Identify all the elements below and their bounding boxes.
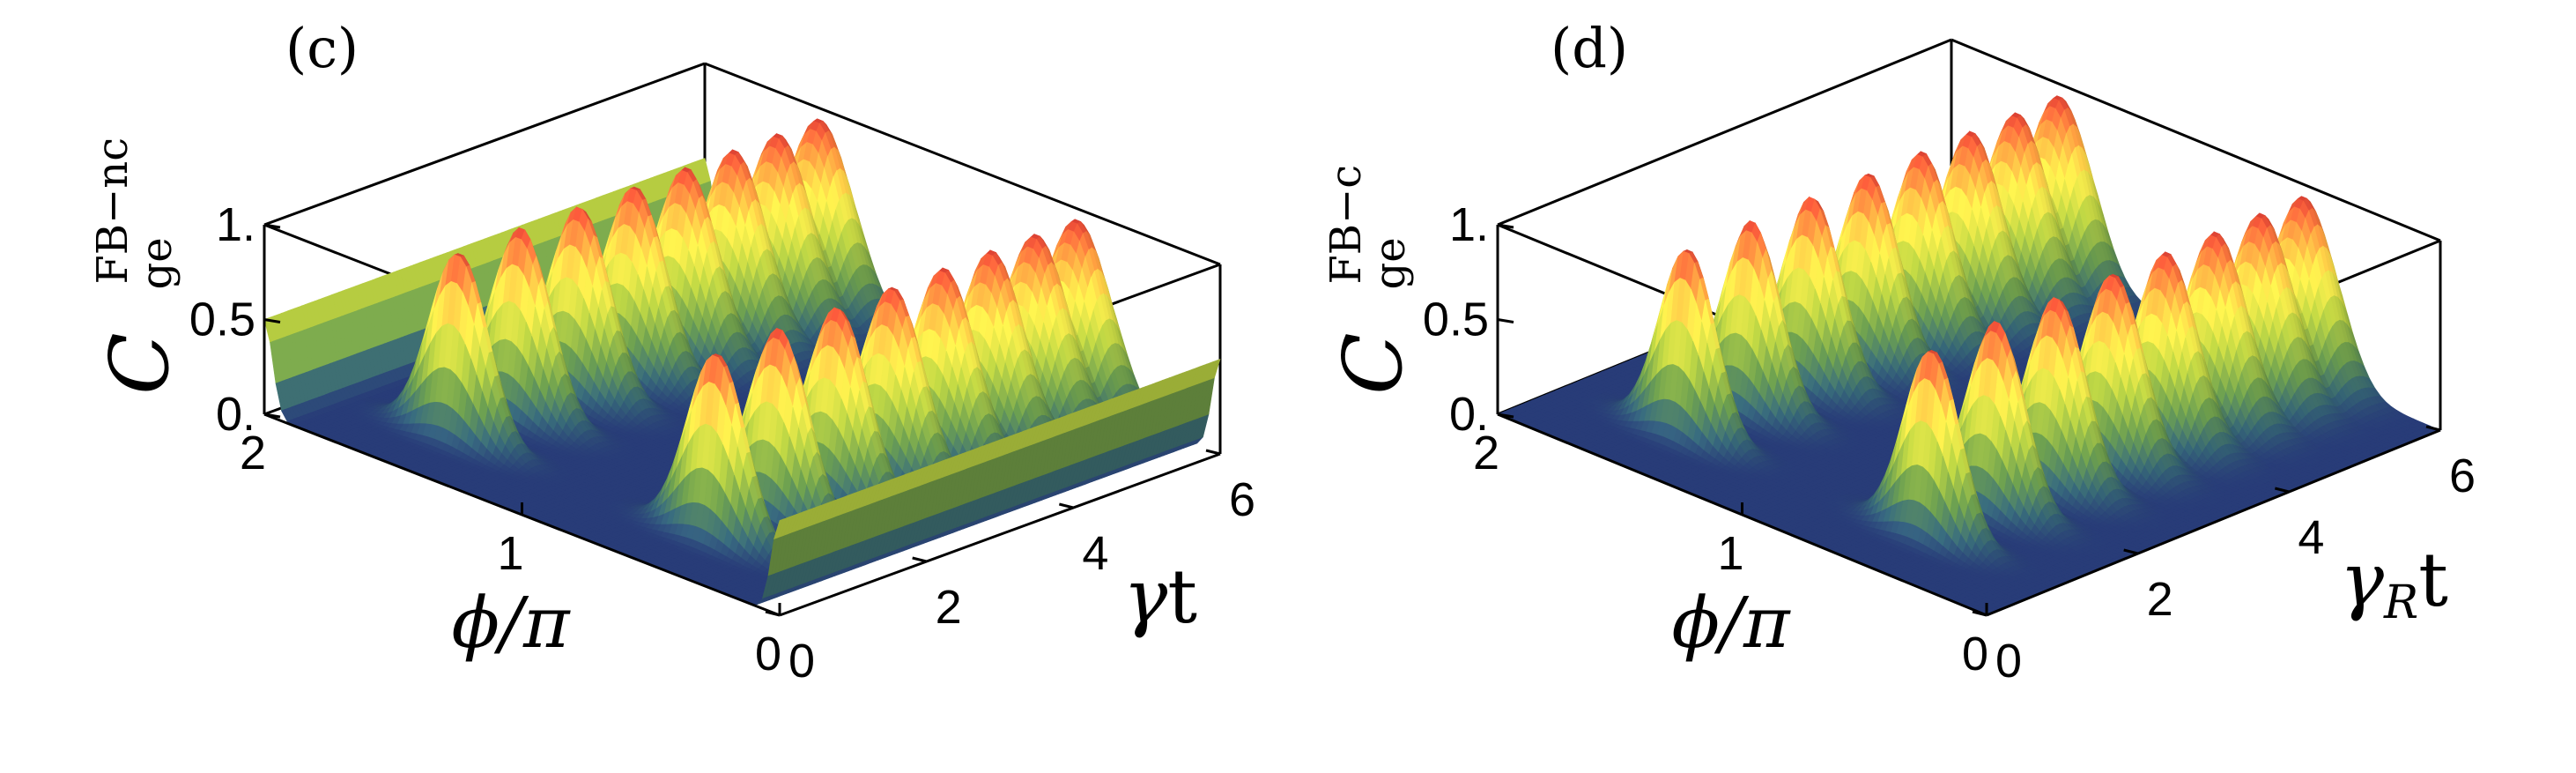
- panel-label-c: (c): [285, 16, 359, 80]
- surface-c: [263, 118, 1221, 606]
- box-edge-c-4: [263, 62, 706, 227]
- box-edge-c-5: [704, 62, 1221, 266]
